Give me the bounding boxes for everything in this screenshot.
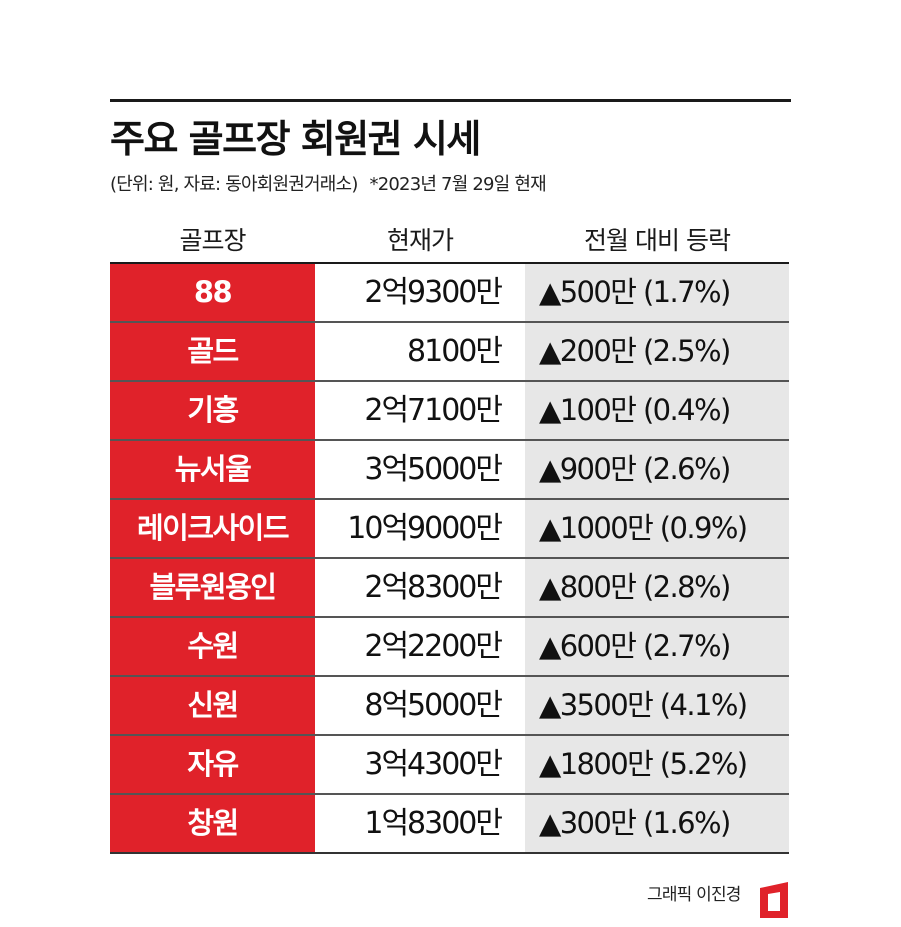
subtitle: (단위: 원, 자료: 동아회원권거래소) *2023년 7월 29일 현재	[110, 172, 547, 198]
monthly-change: ▲500만 (1.7%)	[525, 264, 789, 321]
current-price: 2억8300만	[315, 559, 525, 616]
table-row: 창원 1억8300만 ▲300만 (1.6%)	[110, 795, 789, 854]
table-row: 기흥 2억7100만 ▲100만 (0.4%)	[110, 382, 789, 441]
publisher-logo-icon	[760, 882, 788, 918]
current-price: 8100만	[315, 323, 525, 380]
graphic-credit: 그래픽 이진경	[647, 885, 741, 905]
date-note: *2023년 7월 29일 현재	[369, 174, 547, 195]
current-price: 2억2200만	[315, 618, 525, 675]
golf-course-name: 레이크사이드	[110, 500, 315, 557]
table-header: 골프장 현재가 전월 대비 등락	[110, 222, 789, 262]
monthly-change: ▲800만 (2.8%)	[525, 559, 789, 616]
current-price: 3억4300만	[315, 736, 525, 793]
table-row: 블루원용인 2억8300만 ▲800만 (2.8%)	[110, 559, 789, 618]
column-header-name: 골프장	[179, 226, 246, 255]
monthly-change: ▲1000만 (0.9%)	[525, 500, 789, 557]
monthly-change: ▲900만 (2.6%)	[525, 441, 789, 498]
column-header-change: 전월 대비 등락	[584, 226, 731, 255]
golf-course-name: 자유	[110, 736, 315, 793]
table-row: 신원 8억5000만 ▲3500만 (4.1%)	[110, 677, 789, 736]
header-rule	[110, 262, 789, 264]
current-price: 3억5000만	[315, 441, 525, 498]
golf-course-name: 골드	[110, 323, 315, 380]
current-price: 2억9300만	[315, 264, 525, 321]
monthly-change: ▲300만 (1.6%)	[525, 795, 789, 852]
golf-course-name: 수원	[110, 618, 315, 675]
table-row: 뉴서울 3억5000만 ▲900만 (2.6%)	[110, 441, 789, 500]
golf-course-name: 기흥	[110, 382, 315, 439]
golf-course-name: 블루원용인	[110, 559, 315, 616]
current-price: 10억9000만	[315, 500, 525, 557]
page-title: 주요 골프장 회원권 시세	[110, 117, 481, 161]
column-header-price: 현재가	[386, 226, 454, 255]
monthly-change: ▲600만 (2.7%)	[525, 618, 789, 675]
table-row: 골드 8100만 ▲200만 (2.5%)	[110, 323, 789, 382]
table-row: 88 2억9300만 ▲500만 (1.7%)	[110, 264, 789, 323]
monthly-change: ▲200만 (2.5%)	[525, 323, 789, 380]
current-price: 2억7100만	[315, 382, 525, 439]
golf-course-name: 뉴서울	[110, 441, 315, 498]
current-price: 8억5000만	[315, 677, 525, 734]
monthly-change: ▲100만 (0.4%)	[525, 382, 789, 439]
top-rule	[110, 99, 791, 102]
price-table: 88 2억9300만 ▲500만 (1.7%) 골드 8100만 ▲200만 (…	[110, 264, 789, 854]
unit-source-note: (단위: 원, 자료: 동아회원권거래소)	[110, 174, 358, 195]
golf-course-name: 창원	[110, 795, 315, 852]
table-row: 자유 3억4300만 ▲1800만 (5.2%)	[110, 736, 789, 795]
current-price: 1억8300만	[315, 795, 525, 852]
golf-course-name: 88	[110, 264, 315, 321]
monthly-change: ▲1800만 (5.2%)	[525, 736, 789, 793]
golf-course-name: 신원	[110, 677, 315, 734]
table-row: 수원 2억2200만 ▲600만 (2.7%)	[110, 618, 789, 677]
monthly-change: ▲3500만 (4.1%)	[525, 677, 789, 734]
table-row: 레이크사이드 10억9000만 ▲1000만 (0.9%)	[110, 500, 789, 559]
